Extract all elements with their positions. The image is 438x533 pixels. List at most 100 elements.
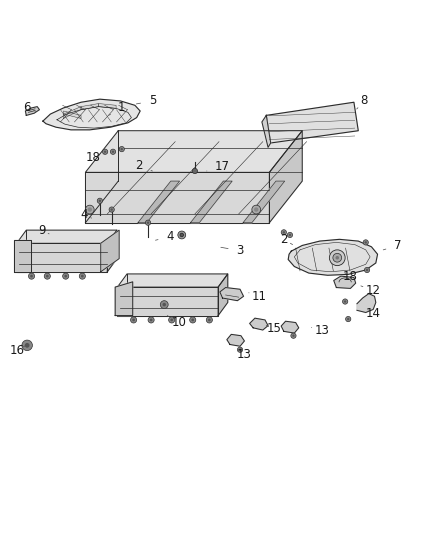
Text: 12: 12	[361, 284, 381, 297]
Circle shape	[64, 274, 67, 278]
Circle shape	[252, 205, 261, 214]
Circle shape	[63, 273, 69, 279]
Circle shape	[150, 319, 152, 321]
Circle shape	[147, 222, 149, 224]
Polygon shape	[266, 102, 358, 143]
Text: 3: 3	[221, 244, 244, 257]
Circle shape	[254, 207, 258, 212]
Text: 11: 11	[249, 290, 267, 303]
Text: 10: 10	[167, 316, 186, 329]
Text: 16: 16	[10, 344, 25, 357]
Polygon shape	[117, 287, 218, 316]
Circle shape	[206, 317, 212, 323]
Polygon shape	[17, 230, 117, 243]
Polygon shape	[81, 103, 99, 110]
Text: 14: 14	[366, 308, 381, 320]
Circle shape	[336, 256, 339, 260]
Polygon shape	[227, 334, 244, 346]
Circle shape	[346, 317, 351, 322]
Circle shape	[191, 319, 194, 321]
Circle shape	[44, 273, 50, 279]
Text: 13: 13	[237, 349, 252, 361]
Circle shape	[281, 230, 286, 235]
Text: 5: 5	[136, 94, 156, 108]
Circle shape	[237, 347, 243, 352]
Circle shape	[46, 274, 49, 278]
Circle shape	[104, 150, 106, 153]
Circle shape	[28, 273, 35, 279]
Circle shape	[97, 198, 102, 204]
Circle shape	[25, 343, 29, 348]
Polygon shape	[101, 230, 119, 272]
Circle shape	[178, 231, 186, 239]
Circle shape	[131, 317, 137, 323]
Circle shape	[364, 241, 367, 244]
Text: 13: 13	[311, 324, 329, 336]
Text: 2: 2	[280, 233, 293, 246]
Text: 9: 9	[38, 224, 49, 237]
Text: 8: 8	[357, 94, 368, 109]
Polygon shape	[269, 131, 302, 223]
Circle shape	[81, 274, 84, 278]
Text: 18: 18	[85, 151, 104, 164]
Polygon shape	[64, 111, 81, 118]
Circle shape	[99, 200, 101, 202]
Circle shape	[208, 319, 211, 321]
Polygon shape	[85, 172, 269, 223]
Polygon shape	[85, 131, 302, 172]
Circle shape	[120, 148, 123, 150]
Circle shape	[85, 205, 94, 214]
Circle shape	[110, 149, 116, 155]
Polygon shape	[17, 243, 107, 272]
Circle shape	[160, 301, 168, 309]
Text: 15: 15	[266, 322, 281, 335]
Circle shape	[190, 317, 196, 323]
Circle shape	[329, 250, 345, 265]
Polygon shape	[25, 107, 39, 115]
Circle shape	[148, 317, 154, 323]
Circle shape	[169, 317, 175, 323]
Circle shape	[292, 335, 295, 337]
Text: 7: 7	[383, 239, 402, 252]
Circle shape	[109, 207, 114, 212]
Text: 1: 1	[109, 101, 126, 115]
Text: 18: 18	[343, 270, 358, 282]
Polygon shape	[99, 103, 116, 108]
Polygon shape	[334, 276, 356, 288]
Polygon shape	[14, 240, 31, 272]
Circle shape	[291, 333, 296, 338]
Circle shape	[239, 349, 241, 351]
Circle shape	[366, 269, 368, 271]
Polygon shape	[281, 321, 299, 333]
Circle shape	[112, 150, 114, 153]
Circle shape	[30, 274, 33, 278]
Circle shape	[132, 319, 135, 321]
Circle shape	[88, 207, 92, 212]
Polygon shape	[357, 294, 376, 312]
Circle shape	[283, 231, 285, 233]
Polygon shape	[115, 282, 133, 316]
Circle shape	[192, 168, 198, 174]
Polygon shape	[288, 239, 378, 275]
Polygon shape	[191, 181, 232, 223]
Polygon shape	[64, 107, 81, 118]
Circle shape	[287, 232, 293, 238]
Circle shape	[170, 319, 173, 321]
Circle shape	[289, 234, 291, 236]
Circle shape	[162, 303, 166, 306]
Polygon shape	[117, 274, 228, 287]
Text: 2: 2	[135, 159, 152, 172]
Polygon shape	[43, 99, 140, 130]
Circle shape	[364, 268, 370, 273]
Circle shape	[145, 220, 151, 225]
Polygon shape	[218, 274, 228, 316]
Circle shape	[79, 273, 85, 279]
Circle shape	[344, 301, 346, 303]
Polygon shape	[262, 115, 271, 147]
Circle shape	[110, 208, 113, 211]
Circle shape	[102, 149, 108, 155]
Text: 6: 6	[23, 101, 36, 115]
Circle shape	[333, 253, 342, 262]
Circle shape	[119, 147, 124, 152]
Text: 4: 4	[155, 230, 174, 243]
